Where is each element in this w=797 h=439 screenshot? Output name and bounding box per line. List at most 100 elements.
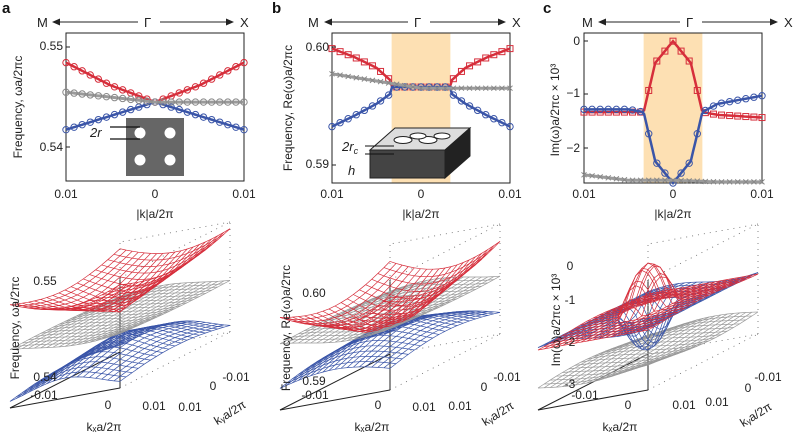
ylabel-b3d: kᵧa/2π [479,398,516,428]
data-point-gray [102,92,111,101]
mesh-line-blue [304,345,415,371]
xlabel-c3d: kₓa/2π [603,420,638,434]
panel-a-3d [9,221,231,409]
ylabel-b: Frequency, Re(ω)a/2πc [281,45,295,171]
mesh-line-red [647,273,759,331]
data-point-blue [344,115,352,123]
panel-label-b: b [272,0,281,17]
data-point-red [758,114,766,122]
data-point-blue [216,118,224,126]
inset-hole [164,127,176,139]
box-edge-dotted [389,333,501,355]
mesh-line-red [641,276,752,298]
mesh-line-gray [15,294,127,350]
data-point-red [344,51,352,59]
data-point-blue [232,123,240,131]
data-point-red [490,51,498,59]
data-point-blue [604,105,612,114]
data-point-gray [694,178,701,185]
mesh-line-blue [389,310,501,333]
data-point-blue [224,120,232,129]
ytick-a3d-1: 0 [210,379,217,393]
data-point-gray [686,178,693,184]
ytick-b3d-1: 0 [481,380,488,394]
ylabel-a3d: kᵧa/2π [211,397,248,427]
data-point-red [653,57,661,65]
data-point-red [742,113,750,121]
ytick-c-0: 0 [573,34,580,48]
data-point-red [62,58,70,67]
data-point-red [94,75,103,83]
data-point-red [482,54,490,62]
data-point-blue [175,105,183,114]
ylabel-a: Frequency, ωa/2πc [11,56,25,159]
zlabel-a3d: Frequency, ωa/2πc [8,277,22,380]
data-point-blue [506,122,514,131]
ztick-c3d-2: -2 [565,335,576,349]
k-label-gamma: Γ [144,15,151,30]
data-point-blue [742,95,750,103]
data-point-blue [110,110,119,119]
data-point-gray [183,98,192,106]
data-point-gray [175,98,183,106]
xlabel-b: |k|a/2π [402,207,439,221]
data-point-blue [183,108,192,116]
data-point-red [474,58,482,66]
xtick-c-left: 0.01 [572,187,596,201]
data-point-blue [677,169,685,177]
data-point-gray [662,177,668,184]
mesh-line-gray [279,290,391,345]
mesh-line-gray [377,282,488,297]
plot-frame-a [65,32,245,182]
data-point-red [240,58,248,67]
data-point-red [645,86,653,94]
data-point-red [207,75,216,83]
ztick-c3d-1: -1 [565,293,576,307]
mesh-line-red [383,247,495,278]
xtick-a3d-2: 0.01 [142,399,166,413]
k-label-gamma: Γ [414,15,421,30]
data-point-gray [466,85,473,92]
data-point-blue [693,130,701,138]
arrow-right-head [226,18,234,26]
data-point-red [368,62,376,70]
ytick-b3d-0: 0.01 [448,399,472,413]
axis-y3d [537,353,649,411]
k-label-m: M [308,15,319,30]
mesh-line-red [9,248,121,306]
xtick-c-right: 0.01 [750,187,774,201]
mesh-line-gray [389,275,501,292]
box-edge-dotted [389,223,501,281]
k-label-m: M [582,15,593,30]
data-point-gray [385,80,392,86]
data-point-red [199,79,208,87]
ytick-a3d-2: -0.01 [222,370,250,384]
panel-label-c: c [543,0,551,17]
data-point-red [110,83,119,91]
mesh-line-red [635,279,746,300]
mesh-line-blue [15,342,127,399]
xtick-c3d-1: 0 [625,398,632,412]
ytick-a-055: 0.55 [40,39,64,53]
data-point-red [336,48,344,56]
mesh-line-red [280,261,391,318]
xtick-a3d-1: 0 [105,398,112,412]
xtick-c3d-2: 0.01 [672,398,696,412]
mesh-line-blue [537,291,649,348]
data-point-gray [670,177,676,184]
data-point-gray [742,179,749,185]
inset-slab-side [444,126,471,180]
inset-hole [164,154,176,166]
data-point-red [377,67,385,75]
data-point-blue [490,115,498,123]
data-point-gray [759,179,765,185]
data-point-red [677,47,685,55]
zlabel-c3d: Im(ω)a/2πc × 10³ [549,274,563,367]
arrow-left-head [598,18,606,26]
mesh-line-blue [279,332,391,389]
data-point-blue [368,102,377,110]
mesh-line-red [22,250,133,308]
axis-x3d [537,389,649,411]
mesh-line-red [286,263,397,320]
data-point-gray [442,85,449,92]
